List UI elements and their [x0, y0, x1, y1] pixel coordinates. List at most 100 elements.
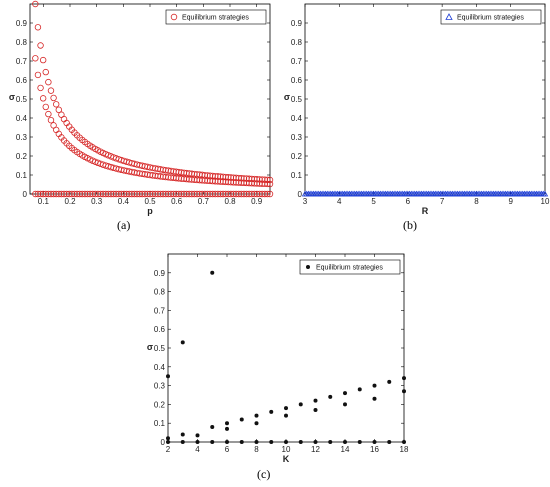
data-point	[372, 440, 377, 444]
y-tick-label: 0.8	[16, 38, 28, 47]
data-point	[264, 180, 271, 188]
y-tick-label: 0.4	[291, 114, 303, 123]
y-tick-label: 0.7	[291, 57, 303, 66]
data-point	[402, 389, 406, 394]
data-point	[50, 94, 57, 102]
data-point	[180, 340, 185, 345]
x-tick-label: 14	[341, 445, 350, 454]
y-tick-label: 0.5	[291, 95, 303, 104]
data-point	[269, 440, 274, 444]
data-point	[402, 376, 406, 381]
data-point	[254, 421, 259, 426]
x-tick-label: 0.4	[118, 197, 130, 206]
x-tick-label: 2	[166, 445, 171, 454]
data-point	[387, 379, 392, 384]
panel-label-c: (c)	[257, 467, 271, 481]
data-point	[180, 440, 185, 444]
y-tick-label: 0.4	[16, 114, 28, 123]
x-axis-label: R	[422, 206, 429, 216]
data-point	[284, 413, 288, 418]
data-point	[42, 68, 49, 76]
data-point	[210, 424, 215, 429]
data-point	[32, 55, 39, 62]
y-tick-label: 0.1	[154, 419, 166, 428]
x-tick-label: 0.9	[251, 197, 263, 206]
y-tick-label: 0.3	[291, 133, 303, 142]
data-point	[313, 398, 318, 403]
data-point	[195, 440, 200, 444]
x-tick-label: 4	[195, 445, 200, 454]
legend-marker	[445, 13, 453, 20]
data-point	[298, 402, 303, 407]
x-tick-label: 0.8	[224, 197, 236, 206]
data-point	[298, 440, 303, 444]
data-point	[313, 408, 318, 413]
data-point	[166, 374, 170, 379]
y-tick-label: 0.9	[291, 19, 303, 28]
data-point	[402, 440, 406, 444]
data-point	[328, 394, 333, 399]
data-point	[225, 426, 229, 431]
y-tick-label: 0.8	[291, 38, 303, 47]
x-tick-label: 7	[440, 197, 445, 206]
legend-marker	[306, 265, 310, 269]
plot-frame	[29, 3, 271, 195]
y-tick-label: 0.6	[291, 76, 303, 85]
y-tick-label: 0	[23, 190, 28, 199]
x-tick-label: 0.3	[91, 197, 103, 206]
data-point	[32, 0, 39, 8]
data-point	[264, 190, 271, 198]
x-tick-label: 10	[541, 197, 550, 206]
x-tick-label: 10	[282, 445, 291, 454]
x-tick-label: 8	[474, 197, 479, 206]
y-tick-label: 0	[298, 190, 303, 199]
data-point	[313, 440, 318, 444]
y-tick-label: 0.2	[291, 152, 303, 161]
data-point	[254, 413, 259, 418]
x-tick-label: 6	[406, 197, 411, 206]
chart-panel-a: 0 0.1 0.2 0.3 0.4 0.5 0.6 0.7 0.8 0.9 0.1 0.2 0.3 0.4…	[9, 0, 274, 216]
panel-label-a: (a)	[117, 218, 131, 232]
x-tick-label: 3	[303, 197, 308, 206]
data-point	[180, 432, 185, 437]
data-point	[372, 383, 377, 388]
data-point	[357, 387, 362, 392]
data-point	[37, 84, 44, 92]
y-tick-label: 0.6	[154, 325, 166, 334]
x-tick-label: 9	[508, 197, 513, 206]
data-point	[42, 103, 49, 111]
data-point	[166, 440, 170, 444]
data-point	[266, 180, 274, 188]
x-tick-label: 16	[370, 445, 379, 454]
legend-box	[165, 9, 267, 25]
x-tick-label: 8	[254, 445, 259, 454]
data-point	[55, 106, 62, 114]
data-point	[39, 95, 47, 102]
data-point	[210, 440, 215, 444]
x-tick-label: 0.2	[64, 197, 76, 206]
x-axis-label: p	[147, 206, 153, 216]
y-tick-label: 0.6	[16, 76, 28, 85]
data-point	[284, 406, 288, 411]
y-tick-label: 0.5	[154, 344, 166, 353]
y-tick-label: 0.8	[154, 288, 166, 297]
data-point	[239, 440, 244, 444]
data-point	[47, 87, 55, 94]
y-tick-label: 0	[161, 438, 166, 447]
data-point	[45, 110, 52, 118]
data-point	[266, 190, 274, 198]
data-point	[210, 270, 215, 275]
y-tick-label: 0.9	[154, 269, 166, 278]
x-tick-label: 6	[225, 445, 230, 454]
x-tick-label: 0.6	[171, 197, 183, 206]
legend-marker	[170, 13, 178, 21]
data-point	[37, 42, 44, 49]
y-axis-label: σ	[9, 92, 15, 102]
x-axis-label: K	[283, 454, 290, 464]
panel-label-b: (b)	[403, 218, 417, 232]
x-tick-label: 0.5	[144, 197, 156, 206]
y-tick-label: 0.3	[154, 382, 166, 391]
x-tick-label: 0.1	[38, 197, 50, 206]
data-point	[239, 417, 244, 422]
